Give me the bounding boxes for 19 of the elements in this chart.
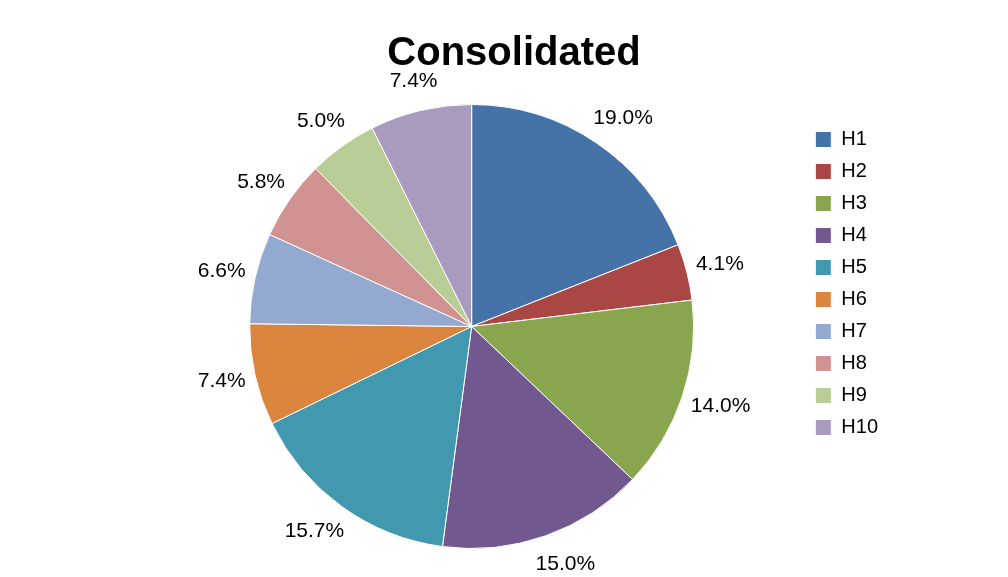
data-label: 6.6% bbox=[197, 258, 246, 282]
data-label: 5.8% bbox=[237, 169, 286, 193]
legend-label: H3 bbox=[841, 191, 867, 214]
data-label: 4.1% bbox=[695, 251, 744, 275]
legend-label: H4 bbox=[841, 223, 867, 246]
legend-label: H7 bbox=[841, 319, 867, 342]
data-label: 7.4% bbox=[197, 368, 246, 392]
data-label: 14.0% bbox=[690, 392, 751, 416]
legend-label: H5 bbox=[841, 255, 867, 278]
legend-label: H10 bbox=[841, 415, 879, 438]
data-label: 5.0% bbox=[296, 108, 345, 132]
legend-label: H2 bbox=[841, 159, 867, 182]
data-label: 19.0% bbox=[593, 104, 653, 128]
data-label: 15.0% bbox=[535, 550, 596, 574]
legend-label: H9 bbox=[841, 383, 867, 406]
legend-label: H8 bbox=[841, 351, 867, 374]
data-label: 15.7% bbox=[284, 517, 345, 541]
legend-label: H6 bbox=[841, 287, 867, 310]
legend-label: H1 bbox=[841, 127, 867, 150]
